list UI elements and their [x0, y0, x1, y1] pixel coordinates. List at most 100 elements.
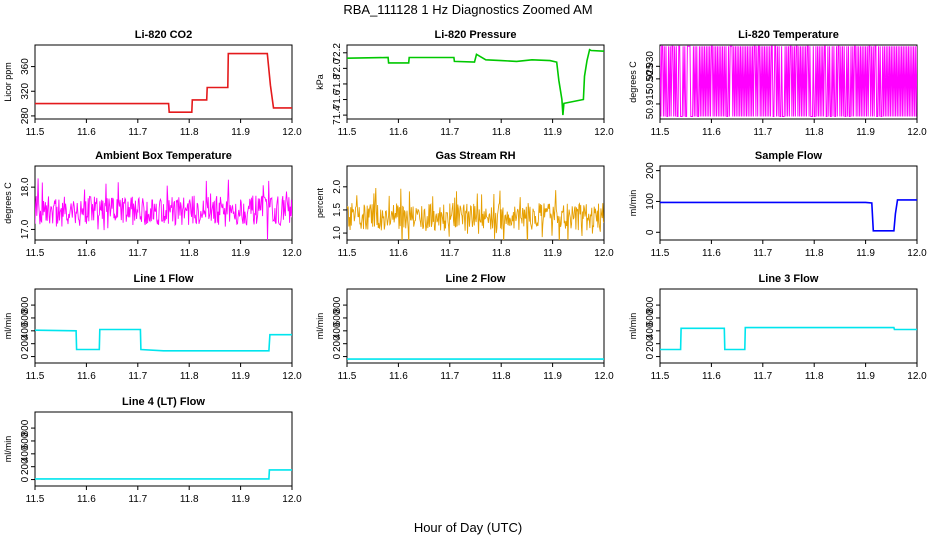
- y-tick-label: 400: [645, 322, 656, 339]
- y-axis-label: ml/min: [315, 313, 325, 340]
- x-tick-label: 11.5: [26, 248, 45, 259]
- x-tick-label: 11.7: [440, 127, 459, 138]
- x-tick-label: 11.5: [651, 248, 670, 259]
- x-tick-label: 11.7: [128, 494, 147, 505]
- y-tick-label: 50.925: [645, 63, 656, 94]
- plot-frame: [34, 44, 293, 120]
- panel-6: Sample Flow 11.5 11.6 11.7 11.8 11.9 12.0 0 100 2…: [628, 150, 927, 259]
- x-tick-label: 11.7: [440, 371, 459, 382]
- x-tick-label: 12.0: [907, 127, 927, 138]
- x-tick-label: 11.9: [856, 371, 875, 382]
- y-tick-label: 360: [20, 58, 31, 75]
- x-tick-label: 11.7: [440, 248, 459, 259]
- y-tick-label: 200: [20, 458, 31, 475]
- y-tick-label: 17.0: [20, 219, 31, 239]
- y-tick-label: 71.4: [332, 105, 343, 125]
- y-tick-label: 71.8: [332, 74, 343, 94]
- panel-title: Sample Flow: [755, 150, 823, 162]
- x-tick-label: 11.9: [543, 127, 562, 138]
- x-tick-label: 11.7: [128, 248, 147, 259]
- y-tick-label: 71.6: [332, 89, 343, 109]
- x-tick-label: 11.9: [543, 248, 562, 259]
- x-tick-label: 11.7: [128, 371, 147, 382]
- y-tick-label: 800: [332, 296, 343, 313]
- x-tick-label: 11.5: [26, 494, 45, 505]
- y-tick-label: 600: [20, 432, 31, 449]
- x-tick-label: 11.8: [805, 127, 824, 138]
- x-tick-label: 12.0: [907, 371, 927, 382]
- plot-frame: [34, 288, 293, 364]
- x-tick-label: 11.5: [651, 127, 670, 138]
- y-tick-label: 0: [645, 353, 656, 359]
- x-tick-label: 11.8: [180, 127, 199, 138]
- x-tick-label: 12.0: [594, 371, 614, 382]
- x-tick-label: 11.6: [702, 127, 721, 138]
- plot-frame: [659, 288, 918, 364]
- y-tick-label: 200: [20, 335, 31, 352]
- x-tick-label: 11.8: [805, 371, 824, 382]
- y-tick-label: 400: [20, 322, 31, 339]
- panel-8: Line 2 Flow 11.5 11.6 11.7 11.8 11.9 12.0 02004…: [315, 273, 614, 382]
- panel-1: Li-820 CO2 11.5 11.6 11.7 11.8 11.9 12.0 280 320…: [3, 29, 302, 138]
- series-line: [35, 178, 292, 240]
- panel-title: Gas Stream RH: [435, 150, 515, 162]
- y-tick-label: 1.5: [332, 203, 343, 217]
- y-tick-label: 72.0: [332, 58, 343, 78]
- y-tick-label: 50.915: [645, 88, 656, 119]
- x-tick-label: 11.6: [77, 127, 96, 138]
- series-line: [660, 45, 917, 117]
- series-line: [347, 48, 604, 116]
- y-axis-label: kPa: [315, 74, 325, 90]
- y-tick-label: 18.0: [20, 177, 31, 197]
- x-tick-label: 11.5: [338, 248, 357, 259]
- x-tick-label: 11.9: [231, 127, 250, 138]
- y-tick-label: 600: [645, 309, 656, 326]
- series-line: [35, 52, 292, 113]
- y-tick-label: 600: [332, 309, 343, 326]
- panel-9: Line 3 Flow 11.5 11.6 11.7 11.8 11.9 12.0 02004…: [628, 273, 927, 382]
- y-tick-label: 0: [332, 353, 343, 359]
- panel-title: Li-820 CO2: [135, 29, 192, 41]
- x-tick-label: 11.7: [753, 371, 772, 382]
- x-tick-label: 11.8: [492, 371, 511, 382]
- y-tick-label: 1.0: [332, 226, 343, 240]
- x-tick-label: 11.8: [180, 494, 199, 505]
- panels-group: Li-820 CO2 11.5 11.6 11.7 11.8 11.9 12.0 280 320…: [3, 29, 927, 505]
- x-tick-label: 11.8: [805, 248, 824, 259]
- x-tick-label: 11.6: [389, 127, 408, 138]
- y-tick-label: 50.930: [645, 51, 656, 82]
- x-tick-label: 11.7: [753, 127, 772, 138]
- y-axis-label: ml/min: [628, 313, 638, 340]
- x-tick-label: 11.6: [77, 248, 96, 259]
- panel-title: Line 1 Flow: [134, 273, 194, 285]
- y-tick-label: 800: [645, 296, 656, 313]
- x-tick-label: 11.8: [180, 371, 199, 382]
- x-tick-label: 12.0: [282, 494, 302, 505]
- y-tick-label: 200: [645, 162, 656, 179]
- y-tick-label: 0: [645, 229, 656, 235]
- figure-suptitle: RBA_111128 1 Hz Diagnostics Zoomed AM: [343, 2, 592, 17]
- y-axis-label: Licor ppm: [3, 62, 13, 102]
- figure-xlabel: Hour of Day (UTC): [414, 520, 522, 535]
- x-tick-label: 11.8: [492, 248, 511, 259]
- y-tick-label: 600: [20, 309, 31, 326]
- x-tick-label: 11.5: [651, 371, 670, 382]
- y-tick-label: 320: [20, 82, 31, 99]
- y-tick-label: 200: [332, 335, 343, 352]
- panel-10: Line 4 (LT) Flow 11.5 11.6 11.7 11.8 11.9 12.0…: [3, 396, 302, 505]
- panel-title: Line 4 (LT) Flow: [122, 396, 205, 408]
- x-tick-label: 11.5: [338, 127, 357, 138]
- x-tick-label: 11.8: [180, 248, 199, 259]
- y-tick-label: 800: [20, 296, 31, 313]
- y-axis-label: ml/min: [3, 436, 13, 463]
- x-tick-label: 11.7: [128, 127, 147, 138]
- y-axis-label: degrees C: [3, 182, 13, 224]
- y-axis-label: ml/min: [628, 190, 638, 217]
- panel-title: Ambient Box Temperature: [95, 150, 232, 162]
- x-tick-label: 11.5: [26, 371, 45, 382]
- plot-frame: [34, 411, 293, 487]
- panel-3: Li-820 Temperature 11.5 11.6 11.7 11.8 11.9 12…: [628, 29, 927, 138]
- x-tick-label: 11.9: [231, 371, 250, 382]
- x-tick-label: 11.9: [856, 127, 875, 138]
